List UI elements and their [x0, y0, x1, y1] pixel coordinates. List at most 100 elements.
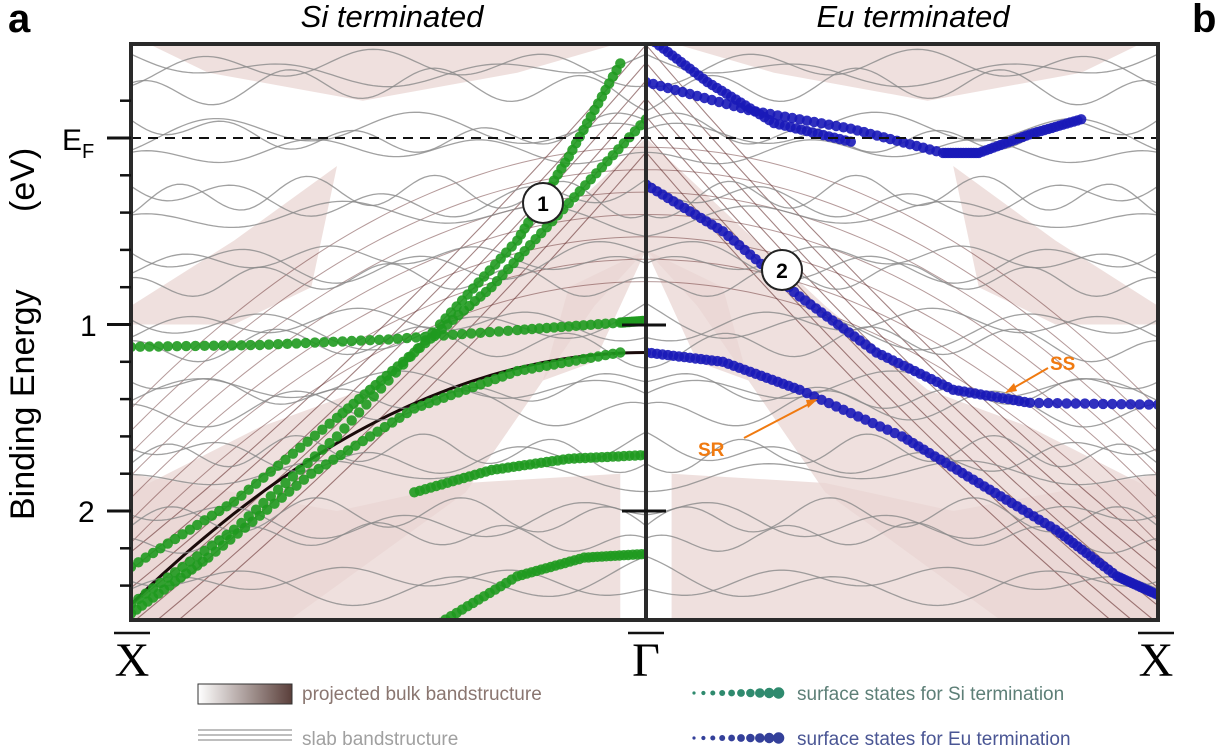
legend-dot: [728, 734, 735, 742]
si-state-point: [346, 335, 357, 347]
eu-state-point: [1125, 399, 1136, 410]
slab-band-line: [646, 302, 1158, 351]
si-state-point: [287, 448, 299, 459]
si-state-point: [228, 496, 240, 507]
si-state-point: [324, 437, 335, 449]
bulk-band-line: [646, 44, 1158, 553]
svg-text:2: 2: [776, 260, 788, 283]
si-state-point: [155, 543, 166, 554]
si-state-point: [369, 642, 379, 652]
si-state-point: [347, 650, 357, 660]
si-state-point: [295, 442, 306, 453]
si-state-point: [331, 431, 343, 442]
bulk-region: [543, 249, 646, 381]
surface-states-si: [131, 58, 646, 665]
slab-band-line: [646, 174, 1158, 219]
bulk-band-line: [646, 214, 1158, 476]
slab-band-line: [646, 459, 1158, 493]
slab-band-line: [646, 67, 1158, 112]
slab-band-line: [131, 245, 646, 275]
si-state-point: [171, 341, 183, 352]
si-state-point: [276, 492, 287, 503]
si-state-point: [169, 533, 181, 545]
si-state-point: [265, 466, 276, 477]
legend-dot: [764, 687, 775, 699]
slab-band-line: [131, 240, 646, 284]
svg-text:SR: SR: [698, 440, 725, 461]
marker-2: 2: [761, 249, 803, 291]
si-state-point: [493, 326, 505, 337]
si-state-point: [247, 516, 258, 527]
surface-states-eu: [641, 30, 1158, 601]
si-state-point: [364, 335, 376, 346]
y-tick-label-1: 1: [80, 310, 97, 343]
bulk-band-line: [646, 98, 1158, 607]
ef-label: EF: [62, 124, 94, 163]
title-si-terminated: Si terminated: [301, 0, 485, 34]
si-state-point: [615, 347, 626, 358]
si-state-point: [570, 320, 582, 331]
legend-dot: [737, 734, 745, 742]
si-state-point: [332, 655, 342, 665]
eu-state-point: [1107, 398, 1118, 410]
si-state-point: [379, 421, 390, 433]
eu-state-point: [1097, 398, 1109, 410]
si-state-point: [263, 339, 275, 350]
eu-state-point: [1061, 398, 1072, 409]
eu-state-point: [1116, 399, 1127, 410]
slab-band-line: [646, 497, 1158, 533]
si-state-point: [383, 636, 393, 646]
legend-bulk-swatch: [197, 683, 293, 705]
slab-band-line: [131, 111, 646, 151]
eu-state-point: [1043, 397, 1054, 409]
legend-dot: [692, 736, 696, 740]
si-state-point: [374, 334, 385, 345]
slab-band-line: [646, 501, 1158, 540]
legend-si-label: surface states for Si termination: [797, 684, 1064, 705]
legend-dot: [755, 733, 765, 743]
slab-band-line: [646, 138, 1158, 165]
si-state-point: [217, 540, 229, 551]
slab-band-line: [131, 373, 646, 409]
eu-state-point: [1033, 397, 1045, 409]
si-state-point: [401, 407, 413, 419]
eu-state-point: [845, 136, 856, 147]
slab-band-line: [646, 48, 1158, 88]
bulk-band-line: [131, 44, 646, 553]
si-state-point: [342, 445, 354, 456]
legend-bulk-label: projected bulk bandstructure: [302, 684, 542, 705]
y-axis-label: Binding Energy: [4, 289, 42, 520]
si-state-point: [405, 628, 415, 638]
si-state-point: [298, 474, 310, 485]
si-state-point: [287, 471, 299, 482]
si-state-point: [254, 339, 265, 351]
bulk-region: [148, 44, 617, 101]
slab-band-line: [646, 178, 1158, 218]
svg-text:SS: SS: [1050, 354, 1075, 375]
legend-dot: [737, 689, 745, 697]
legend-dot: [710, 690, 716, 696]
si-state-point: [383, 334, 394, 345]
eu-state-point: [641, 30, 651, 40]
si-state-point: [192, 519, 203, 531]
bulk-region: [646, 249, 749, 381]
si-state-point: [328, 454, 339, 465]
slab-band-line: [131, 497, 646, 533]
si-state-point: [272, 460, 284, 471]
frame-eu: [644, 42, 1160, 622]
bulk-band-line: [646, 133, 1133, 620]
bulk-band-line: [131, 146, 646, 409]
slab-band-line: [646, 566, 1158, 596]
si-state-point: [354, 647, 364, 657]
si-state-point: [447, 329, 459, 340]
si-state-point: [300, 337, 311, 349]
slab-band-line: [131, 555, 646, 607]
legend-dot: [701, 690, 706, 696]
si-state-point: [484, 326, 495, 338]
si-state-point: [162, 341, 173, 352]
si-state-point: [250, 478, 262, 489]
si-state-point: [291, 338, 302, 349]
slab-band-line: [646, 307, 1158, 342]
legend-dot: [692, 691, 696, 695]
